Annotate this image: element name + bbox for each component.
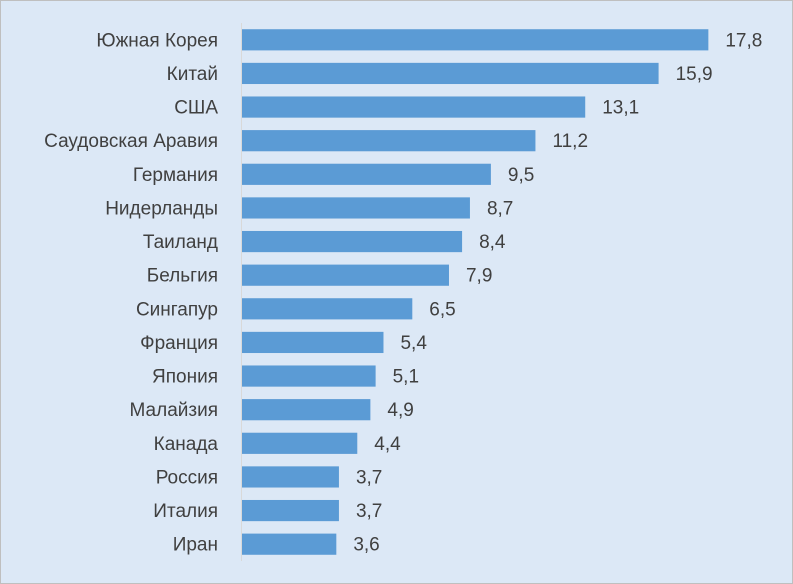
value-label: 3,7 <box>356 467 382 488</box>
bar <box>242 399 371 421</box>
bar <box>242 331 384 354</box>
category-label: Германия <box>133 165 218 186</box>
bar <box>242 298 413 320</box>
category-label: Малайзия <box>130 400 219 421</box>
bar <box>242 365 376 387</box>
bar <box>242 197 470 219</box>
category-label: Иран <box>173 535 218 556</box>
category-label: Китай <box>167 64 218 85</box>
category-label: Италия <box>153 501 218 522</box>
category-label: Сингапур <box>136 299 218 320</box>
bar <box>242 29 709 51</box>
bar <box>242 130 536 152</box>
value-label: 11,2 <box>552 131 588 152</box>
category-label: Россия <box>156 467 218 488</box>
value-label: 8,7 <box>487 198 513 219</box>
bar <box>242 62 659 85</box>
bar <box>242 230 463 253</box>
category-label: Саудовская Аравия <box>44 131 218 152</box>
value-labels-group: 17,8 15,9 13,1 11,2 9,5 8,7 8,4 7,9 6,55,4 5,1 4,9… <box>353 30 762 555</box>
value-label: 13,1 <box>602 98 639 119</box>
bar <box>242 96 586 118</box>
category-label: Южная Корея <box>96 30 218 51</box>
category-label: Франция <box>140 333 218 354</box>
category-label: Япония <box>152 367 218 388</box>
bars-group <box>242 29 709 555</box>
value-label: 3,7 <box>356 501 382 522</box>
bar <box>242 264 449 286</box>
bar <box>242 466 339 488</box>
value-label: 6,5 <box>429 299 455 320</box>
value-label: 15,9 <box>676 64 713 85</box>
value-label: 8,4 <box>479 232 506 253</box>
value-label: 5,1 <box>393 367 419 388</box>
bar <box>242 499 339 522</box>
value-label: 4,4 <box>374 434 401 455</box>
value-label: 4,9 <box>387 400 413 421</box>
bar <box>242 163 491 185</box>
bar <box>242 533 337 555</box>
value-label: 9,5 <box>508 165 534 186</box>
value-label: 7,9 <box>466 266 492 287</box>
category-label: США <box>174 98 218 119</box>
value-label: 3,6 <box>353 535 379 556</box>
category-label: Канада <box>154 434 219 455</box>
value-label: 5,4 <box>400 333 427 354</box>
bar <box>242 432 358 454</box>
category-label: Бельгия <box>147 266 218 287</box>
value-label: 17,8 <box>725 30 762 51</box>
category-labels-group: Южная Корея Китай США Саудовская Аравия Герм… <box>44 30 218 555</box>
category-label: Таиланд <box>143 232 218 253</box>
category-label: Нидерланды <box>105 198 218 219</box>
